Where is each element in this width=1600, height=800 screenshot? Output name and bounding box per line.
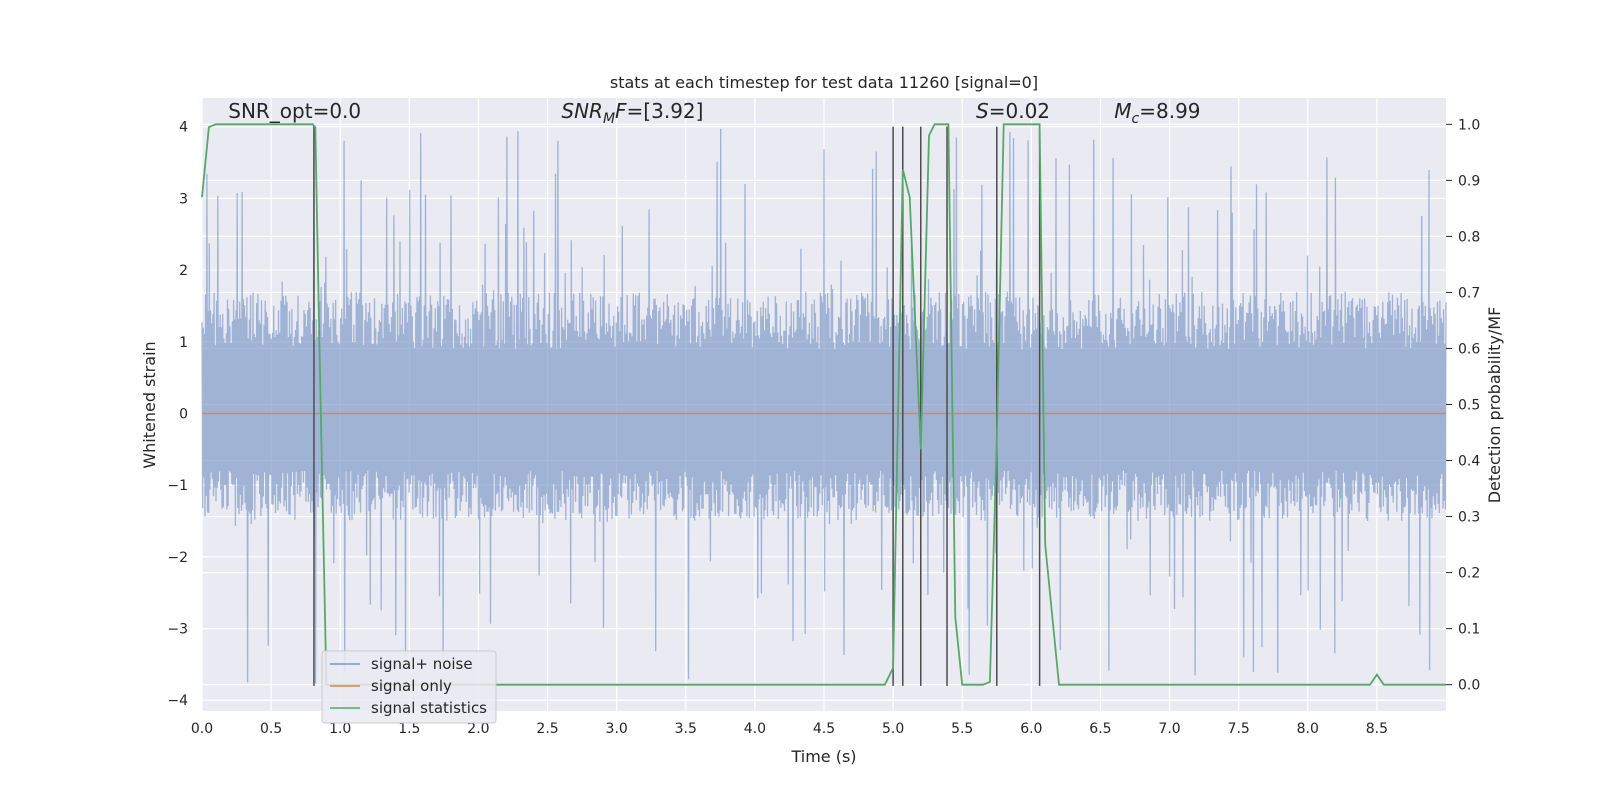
y-left-tick-label: 3: [179, 191, 188, 207]
x-tick-label: 5.0: [882, 721, 904, 737]
annotation-part: M: [1114, 99, 1131, 123]
y-left-tick-label: 4: [179, 120, 188, 136]
x-tick-label: 0.5: [260, 721, 282, 737]
x-tick-label: 8.0: [1297, 721, 1319, 737]
x-tick-label: 2.5: [536, 721, 558, 737]
y-right-tick-label: 0.1: [1458, 622, 1480, 638]
y-left-tick-label: 0: [179, 406, 188, 422]
series-signal-statistics: [201, 123, 1446, 686]
annotation-part: S: [976, 99, 989, 123]
x-tick-label: 1.5: [398, 721, 420, 737]
y-right-tick-label: 0.3: [1458, 510, 1480, 526]
annotation-part: c: [1132, 111, 1140, 127]
annotation-part: SNR: [561, 99, 603, 123]
annotation-snr-mf: SNRMF=[3.92]: [561, 99, 703, 127]
y-right-tick-label: 0.9: [1458, 173, 1480, 189]
y-left-tick-label: −2: [167, 550, 188, 566]
y-left-tick-label: −1: [167, 478, 188, 494]
chart-title: stats at each timestep for test data 112…: [610, 73, 1038, 92]
legend-label-signal-statistics: signal statistics: [371, 699, 487, 717]
y-left-tick-label: 2: [179, 263, 188, 279]
y-right-tick-label: 1.0: [1458, 117, 1480, 133]
x-tick-label: 8.5: [1366, 721, 1388, 737]
y-right-tick-label: 0.0: [1458, 678, 1480, 694]
y-right-tick-label: 0.2: [1458, 566, 1480, 582]
annotation-part: M: [603, 111, 615, 127]
annotation-part: =[3.92]: [627, 99, 704, 123]
x-tick-label: 6.0: [1020, 721, 1042, 737]
x-tick-label: 3.0: [606, 721, 628, 737]
legend-label-signal-noise: signal+ noise: [371, 655, 473, 673]
y-left-tick-label: 1: [179, 335, 188, 351]
x-tick-label: 7.5: [1228, 721, 1250, 737]
annotations: SNR_opt=0.0 SNRMF=[3.92] S=0.02 Mc=8.99: [228, 99, 1200, 127]
x-tick-label: 4.0: [744, 721, 766, 737]
y-right-tick-label: 0.4: [1458, 454, 1480, 470]
x-axis: 0.0 0.5 1.0 1.5 2.0 2.5 3.0 3.5 4.0 4.5 5.0 5.5 6.0 6…: [191, 721, 1388, 737]
y-axis-right-label: Detection probability/MF: [1485, 307, 1504, 504]
x-tick-label: 6.5: [1089, 721, 1111, 737]
legend-label-signal-only: signal only: [371, 677, 452, 695]
y-axis-right: 1.0 0.9 0.8 0.7 0.6 0.5 0.4 0.3 0.2 0.1 0.0: [1446, 117, 1480, 694]
signal-noise-line: [201, 128, 1447, 684]
x-tick-label: 0.0: [191, 721, 213, 737]
y-axis-left: 4 3 2 1 0 −1 −2 −3 −4: [167, 120, 188, 710]
x-tick-label: 7.0: [1158, 721, 1180, 737]
detection-markers: [313, 126, 1041, 686]
x-tick-label: 3.5: [675, 721, 697, 737]
y-right-tick-label: 0.8: [1458, 229, 1480, 245]
x-tick-label: 1.0: [329, 721, 351, 737]
signal-statistics-line: [201, 123, 1446, 686]
annotation-snr-opt: SNR_opt=0.0: [228, 99, 361, 123]
y-left-tick-label: −4: [167, 693, 188, 709]
x-tick-label: 4.5: [813, 721, 835, 737]
legend: signal+ noise signal only signal statist…: [321, 650, 497, 724]
x-tick-label: 5.5: [951, 721, 973, 737]
y-right-tick-label: 0.5: [1458, 398, 1480, 414]
annotation-part: F: [615, 99, 627, 123]
legend-box: [321, 650, 497, 724]
annotation-mc-value: Mc=8.99: [1114, 99, 1200, 127]
x-axis-label: Time (s): [790, 747, 856, 766]
y-left-tick-label: −3: [167, 622, 188, 638]
annotation-part: SNR_opt=0.0: [228, 99, 361, 123]
y-right-tick-label: 0.6: [1458, 341, 1480, 357]
annotation-part: =8.99: [1139, 99, 1200, 123]
annotation-s-value: S=0.02: [976, 99, 1050, 123]
annotation-part: =0.02: [989, 99, 1050, 123]
y-right-tick-label: 0.7: [1458, 285, 1480, 301]
series-signal-noise: [201, 128, 1447, 684]
y-axis-left-label: Whitened strain: [140, 341, 159, 468]
x-tick-label: 2.0: [467, 721, 489, 737]
